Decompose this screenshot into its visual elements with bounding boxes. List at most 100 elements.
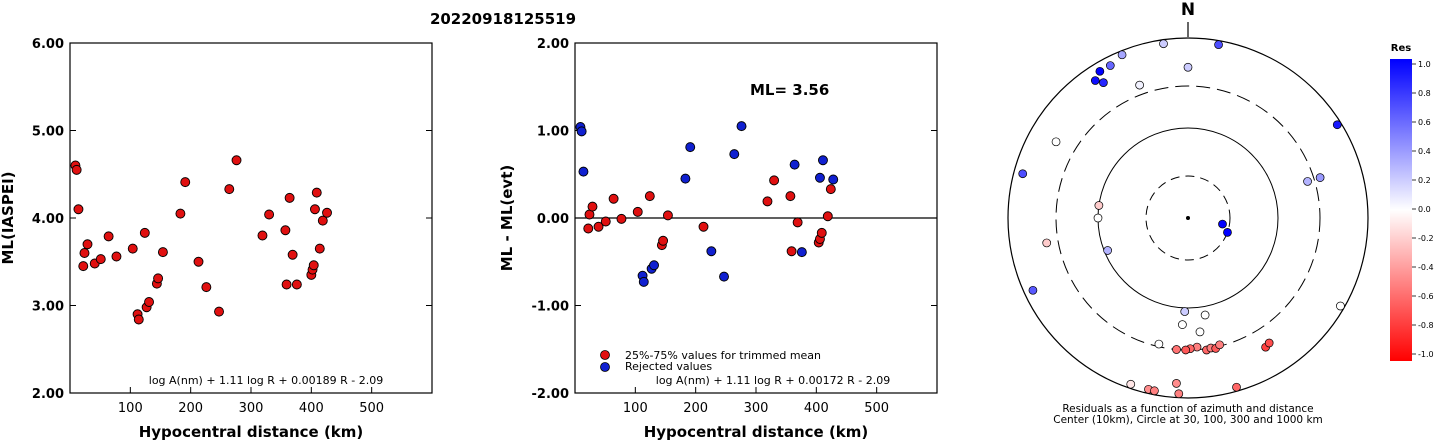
colorbar-ticks: 1.0 0.8 0.6 0.4 0.2 0.0 -0.2 -0.4 -0.6 -0.8 -1.0 (1412, 60, 1434, 359)
data-point (73, 204, 84, 215)
data-point (583, 223, 594, 234)
station-point (1214, 40, 1223, 50)
plot1-formula: log A(nm) + 1.11 log R + 0.00189 R - 2.0… (149, 374, 383, 387)
station-point (1223, 228, 1232, 237)
colorbar-title: Res (1391, 43, 1411, 54)
plot1-frame (69, 42, 433, 394)
colorbar-tick-label: 0.6 (1418, 118, 1431, 127)
ring-1000km (1007, 37, 1369, 399)
station-point (1018, 169, 1028, 179)
data-point (322, 207, 332, 218)
data-point (644, 191, 655, 202)
data-point (698, 221, 709, 232)
station-point (1150, 386, 1159, 396)
data-point (828, 174, 839, 185)
station-point (1099, 78, 1108, 87)
x-tick-label: 300 (239, 401, 264, 416)
data-point (816, 227, 827, 238)
data-point (311, 187, 322, 198)
data-point (818, 155, 828, 166)
legend-label-rejected: Rejected values (625, 360, 712, 373)
station-point (1180, 307, 1190, 316)
data-point (291, 279, 302, 290)
plot2-ml-annotation: ML= 3.56 (750, 81, 829, 99)
data-point (792, 217, 803, 228)
colorbar-gradient (1390, 59, 1412, 361)
station-point (1218, 219, 1227, 229)
data-point (281, 279, 292, 290)
station-point (1103, 246, 1112, 255)
station-point (1174, 389, 1184, 399)
x-tick-label: 500 (864, 401, 889, 416)
data-point (576, 126, 587, 137)
station-point (1172, 345, 1181, 354)
station-point (1315, 173, 1325, 182)
data-point (685, 142, 696, 153)
station-point (1090, 76, 1100, 85)
station-point (1181, 345, 1191, 355)
plot2-axes: 100 200 300 400 500 -2.00 -1.00 0.00 1.00 2.00 (532, 37, 937, 416)
station-point (1135, 80, 1144, 90)
residual-vs-distance-panel: 100 200 300 400 500 -2.00 -1.00 0.00 1.00 2.00 ML… (498, 37, 938, 441)
data-point (157, 247, 168, 258)
plot2-legend: 25%-75% values for trimmed mean Rejected… (600, 349, 821, 373)
data-point (578, 166, 589, 177)
data-point (71, 164, 82, 175)
data-point (786, 246, 797, 257)
data-point (284, 192, 295, 203)
y-tick-label: 0.00 (537, 212, 569, 227)
plot2-ylabel: ML - ML(evt) (498, 165, 516, 271)
station-point (1232, 382, 1241, 392)
station-point (1051, 137, 1061, 147)
y-tick-label: -2.00 (532, 387, 569, 402)
plot2-points (575, 121, 839, 287)
colorbar-tick-label: 0.0 (1418, 205, 1431, 214)
station-point (1264, 338, 1274, 348)
colorbar-tick-label: -0.2 (1418, 234, 1434, 243)
station-point (1117, 50, 1127, 60)
data-point (82, 239, 93, 250)
data-point (287, 249, 298, 260)
station-point (1178, 320, 1187, 329)
polar-center (1186, 216, 1190, 220)
data-point (762, 196, 773, 207)
plot1-xlabel: Hypocentral distance (km) (139, 423, 364, 441)
station-point (1093, 213, 1103, 223)
plot1-axes: 100 200 300 400 500 2.00 3.00 4.00 5.00 6.00 (32, 37, 432, 416)
station-point (1183, 62, 1193, 72)
figure-title: 20220918125519 (430, 10, 576, 28)
y-tick-label: 1.00 (537, 125, 569, 140)
x-tick-label: 200 (683, 401, 708, 416)
data-point (214, 306, 224, 317)
data-point (638, 276, 649, 287)
station-point (1172, 379, 1181, 388)
y-tick-label: 2.00 (537, 37, 569, 52)
ring-300km (1055, 85, 1321, 351)
station-point (1094, 201, 1104, 210)
data-point (310, 204, 320, 215)
y-tick-label: 3.00 (32, 300, 64, 315)
data-point (127, 243, 138, 254)
data-point (608, 193, 619, 204)
polar-rings (1007, 37, 1369, 399)
colorbar-tick-label: -0.8 (1418, 321, 1434, 330)
x-tick-label: 400 (804, 401, 829, 416)
station-point (1159, 39, 1168, 49)
data-point (280, 225, 291, 236)
data-point (193, 256, 204, 267)
data-point (593, 221, 604, 232)
polar-points (1018, 39, 1345, 399)
data-point (789, 159, 800, 170)
station-point (1126, 379, 1136, 389)
station-point (1303, 177, 1312, 186)
data-point (224, 184, 235, 195)
data-point (314, 243, 325, 254)
colorbar-tick-label: 0.2 (1418, 176, 1431, 185)
data-point (133, 314, 144, 325)
station-point (1042, 238, 1052, 248)
station-point (1332, 120, 1342, 130)
data-point (95, 254, 106, 265)
data-point (729, 149, 740, 160)
data-point (139, 227, 150, 238)
